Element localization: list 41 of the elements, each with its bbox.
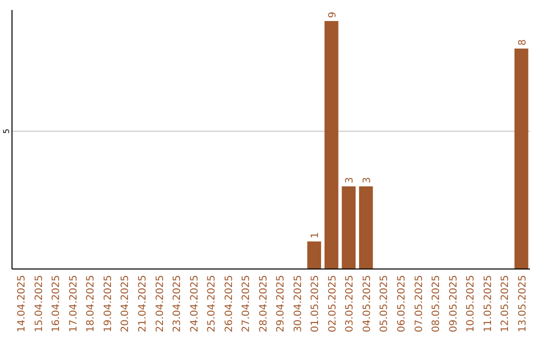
x-tick-label: 20.04.2025 — [120, 275, 132, 332]
x-tick-label: 07.05.2025 — [414, 275, 425, 332]
x-tick-label: 27.04.2025 — [241, 275, 252, 332]
x-tick-label: 02.05.2025 — [327, 275, 338, 332]
x-tick-label: 05.05.2025 — [379, 275, 390, 332]
x-tick-label: 03.05.2025 — [344, 275, 356, 332]
x-tick-label: 29.04.2025 — [276, 275, 287, 332]
x-tick-label: 17.04.2025 — [68, 275, 80, 332]
x-tick-label: 01.05.2025 — [310, 275, 322, 332]
x-tick-label: 19.04.2025 — [102, 275, 114, 332]
bar — [324, 21, 338, 269]
bar — [359, 186, 373, 269]
data-label: 8 — [517, 39, 528, 46]
x-tick-label: 28.04.2025 — [258, 275, 270, 332]
x-tick-label: 22.04.2025 — [154, 275, 166, 332]
data-label: 3 — [344, 176, 356, 184]
bar — [342, 186, 356, 269]
x-tick-label: 13.05.2025 — [517, 275, 528, 332]
x-tick-label: 25.04.2025 — [206, 275, 218, 332]
x-tick-label: 18.04.2025 — [86, 275, 97, 332]
x-tick-label: 24.04.2025 — [189, 275, 200, 332]
x-tick-label: 21.04.2025 — [138, 275, 148, 332]
x-tick-label: 06.05.2025 — [396, 275, 408, 332]
x-tick-label: 30.04.2025 — [292, 275, 304, 332]
x-tick-label: 16.04.2025 — [51, 275, 62, 332]
x-tick-label: 14.04.2025 — [16, 275, 28, 332]
data-label: 3 — [362, 176, 373, 184]
ref-line-label: 5 — [2, 128, 11, 134]
x-tick-label: 12.05.2025 — [500, 275, 512, 332]
data-label: 9 — [327, 12, 338, 18]
x-tick-label: 23.04.2025 — [172, 275, 184, 332]
x-tick-label: 04.05.2025 — [362, 275, 373, 332]
x-tick-label: 10.05.2025 — [466, 275, 477, 332]
x-tick-label: 15.04.2025 — [34, 275, 45, 332]
x-tick-label: 09.05.2025 — [448, 275, 460, 332]
x-tick-label: 08.05.2025 — [431, 275, 442, 332]
x-tick-label: 26.04.2025 — [224, 275, 235, 332]
bar — [514, 48, 528, 269]
bar — [307, 241, 322, 269]
data-label: 1 — [310, 232, 322, 238]
x-tick-label: 11.05.2025 — [482, 275, 494, 332]
